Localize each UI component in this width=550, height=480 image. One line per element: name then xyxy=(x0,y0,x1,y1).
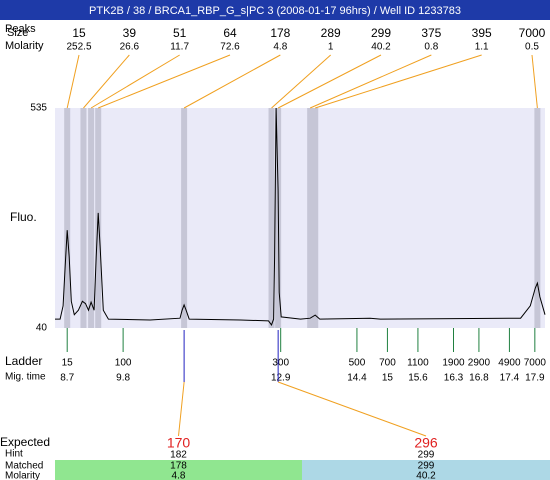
peak-connector xyxy=(66,54,80,109)
ladder-size: 7000 xyxy=(524,358,547,369)
header-label: Size xyxy=(7,27,28,39)
ladder-size: 300 xyxy=(272,358,289,369)
peak-band xyxy=(88,108,95,328)
expected-value: 296 xyxy=(414,435,438,451)
title-bar xyxy=(0,0,550,20)
peak-band xyxy=(64,108,71,328)
trace xyxy=(55,107,546,326)
peak-connector xyxy=(183,54,281,109)
molarity-value: 40.2 xyxy=(416,471,436,480)
ladder-size: 4900 xyxy=(498,358,521,369)
header-label: Peaks xyxy=(5,23,36,35)
ladder-time-label: Mig. time xyxy=(5,372,46,383)
ladder-time: 17.4 xyxy=(500,373,520,384)
matched-row-bg xyxy=(55,460,302,480)
y-axis-label: Fluo. xyxy=(10,210,37,224)
expected-row-label: Expected xyxy=(0,435,50,449)
ladder-time: 15 xyxy=(382,373,394,384)
ladder-label: Ladder xyxy=(5,354,42,368)
expected-value: 170 xyxy=(167,435,191,451)
peak-connector xyxy=(98,54,231,109)
plot-area xyxy=(55,108,545,328)
ladder-size: 700 xyxy=(379,358,396,369)
peak-size: 15 xyxy=(72,26,86,40)
ladder-time: 16.8 xyxy=(469,373,489,384)
expected-row-label: Hint xyxy=(5,449,23,460)
hint-value: 299 xyxy=(418,450,435,461)
peak-band xyxy=(80,108,87,328)
expected-row-label: Matched xyxy=(5,461,43,472)
peak-molarity: 26.6 xyxy=(120,42,140,53)
expected-connector xyxy=(178,381,185,437)
y-tick-label: 535 xyxy=(30,103,47,114)
peak-molarity: 1 xyxy=(328,42,334,53)
peak-size: 64 xyxy=(223,26,237,40)
peak-size: 178 xyxy=(270,26,290,40)
peak-molarity: 0.5 xyxy=(525,42,539,53)
peak-band xyxy=(181,108,188,328)
peak-molarity: 72.6 xyxy=(220,42,240,53)
ladder-size: 1900 xyxy=(442,358,465,369)
peak-molarity: 40.2 xyxy=(371,42,391,53)
peak-size: 39 xyxy=(123,26,137,40)
peak-connector xyxy=(271,54,332,109)
molarity-value: 4.8 xyxy=(172,471,186,480)
peak-band xyxy=(534,108,541,328)
ladder-size: 1100 xyxy=(407,358,429,369)
peak-size: 375 xyxy=(421,26,441,40)
peak-molarity: 4.8 xyxy=(273,42,287,53)
ladder-time: 15.6 xyxy=(408,373,428,384)
matched-value: 178 xyxy=(170,461,187,472)
ladder-time: 17.9 xyxy=(525,373,545,384)
peak-size: 51 xyxy=(173,26,187,40)
ladder-size: 15 xyxy=(62,358,74,369)
hint-value: 182 xyxy=(170,450,187,461)
peak-size: 7000 xyxy=(519,26,546,40)
title: PTK2B / 38 / BRCA1_RBP_G_s|PC 3 (2008-01… xyxy=(89,5,461,17)
peak-band xyxy=(307,108,314,328)
peak-band xyxy=(312,108,319,328)
peak-connector xyxy=(90,54,180,109)
ladder-time: 9.8 xyxy=(116,373,130,384)
peak-connector xyxy=(277,54,382,109)
peak-connector xyxy=(531,54,538,109)
peak-size: 289 xyxy=(321,26,341,40)
ladder-size: 500 xyxy=(349,358,366,369)
ladder-time: 12.9 xyxy=(271,373,291,384)
ladder-time: 8.7 xyxy=(60,373,74,384)
peak-connector xyxy=(83,54,130,109)
matched-row-bg xyxy=(302,460,550,480)
ladder-size: 2900 xyxy=(468,358,491,369)
peak-molarity: 11.7 xyxy=(170,42,189,53)
peak-molarity: 0.8 xyxy=(424,42,438,53)
y-tick-label: 40 xyxy=(36,323,48,334)
peak-connector xyxy=(315,54,482,109)
peak-size: 299 xyxy=(371,26,391,40)
header-label: Molarity xyxy=(5,40,44,52)
matched-value: 299 xyxy=(418,461,435,472)
expected-row-label: Molarity xyxy=(5,471,40,480)
peak-molarity: 252.5 xyxy=(66,42,91,53)
ladder-time: 14.4 xyxy=(347,373,367,384)
ladder-size: 100 xyxy=(115,358,132,369)
ladder-time: 16.3 xyxy=(444,373,464,384)
peak-molarity: 1.1 xyxy=(475,42,489,53)
peak-connector xyxy=(309,54,432,109)
peak-size: 395 xyxy=(472,26,492,40)
expected-connector xyxy=(277,381,427,437)
peak-band xyxy=(268,108,275,328)
